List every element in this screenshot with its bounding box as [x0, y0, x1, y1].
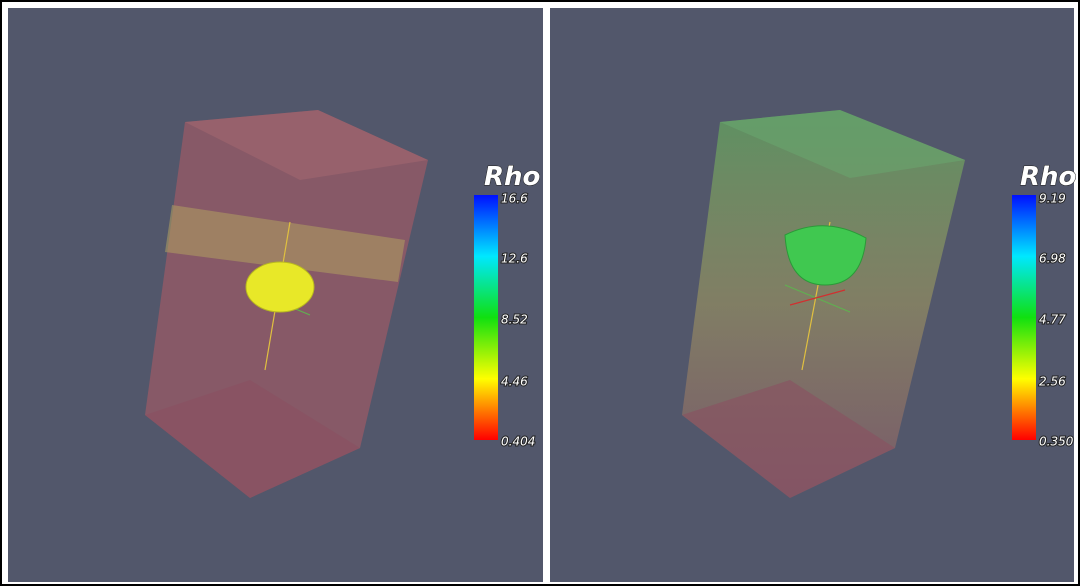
legend-label: 4.46: [501, 375, 528, 389]
legend-label: 9.19: [1039, 192, 1066, 206]
color-bar: [474, 195, 498, 440]
legend-label: 8.52: [501, 313, 528, 327]
legend-label: 6.98: [1039, 252, 1066, 266]
legend-label: 0.350: [1039, 435, 1074, 449]
isosurface: [246, 262, 314, 312]
legend-label: 12.6: [501, 252, 528, 266]
legend-label: 4.77: [1039, 313, 1066, 327]
legend-title: Rho: [484, 162, 540, 192]
render-view: Rho 9.19 6.98 4.77 2.56 0.350: [550, 8, 1076, 582]
legend-label: 0.404: [501, 435, 535, 449]
legend-label: 16.6: [501, 192, 528, 206]
color-bar: [1012, 195, 1036, 440]
render-view: Rho 16.6 12.6 8.52 4.46 0.404: [8, 8, 543, 582]
screenshot: Rho 16.6 12.6 8.52 4.46 0.404 Rho 9.19 6…: [0, 0, 1080, 586]
legend-title: Rho: [1020, 162, 1076, 192]
legend-label: 2.56: [1039, 375, 1066, 389]
